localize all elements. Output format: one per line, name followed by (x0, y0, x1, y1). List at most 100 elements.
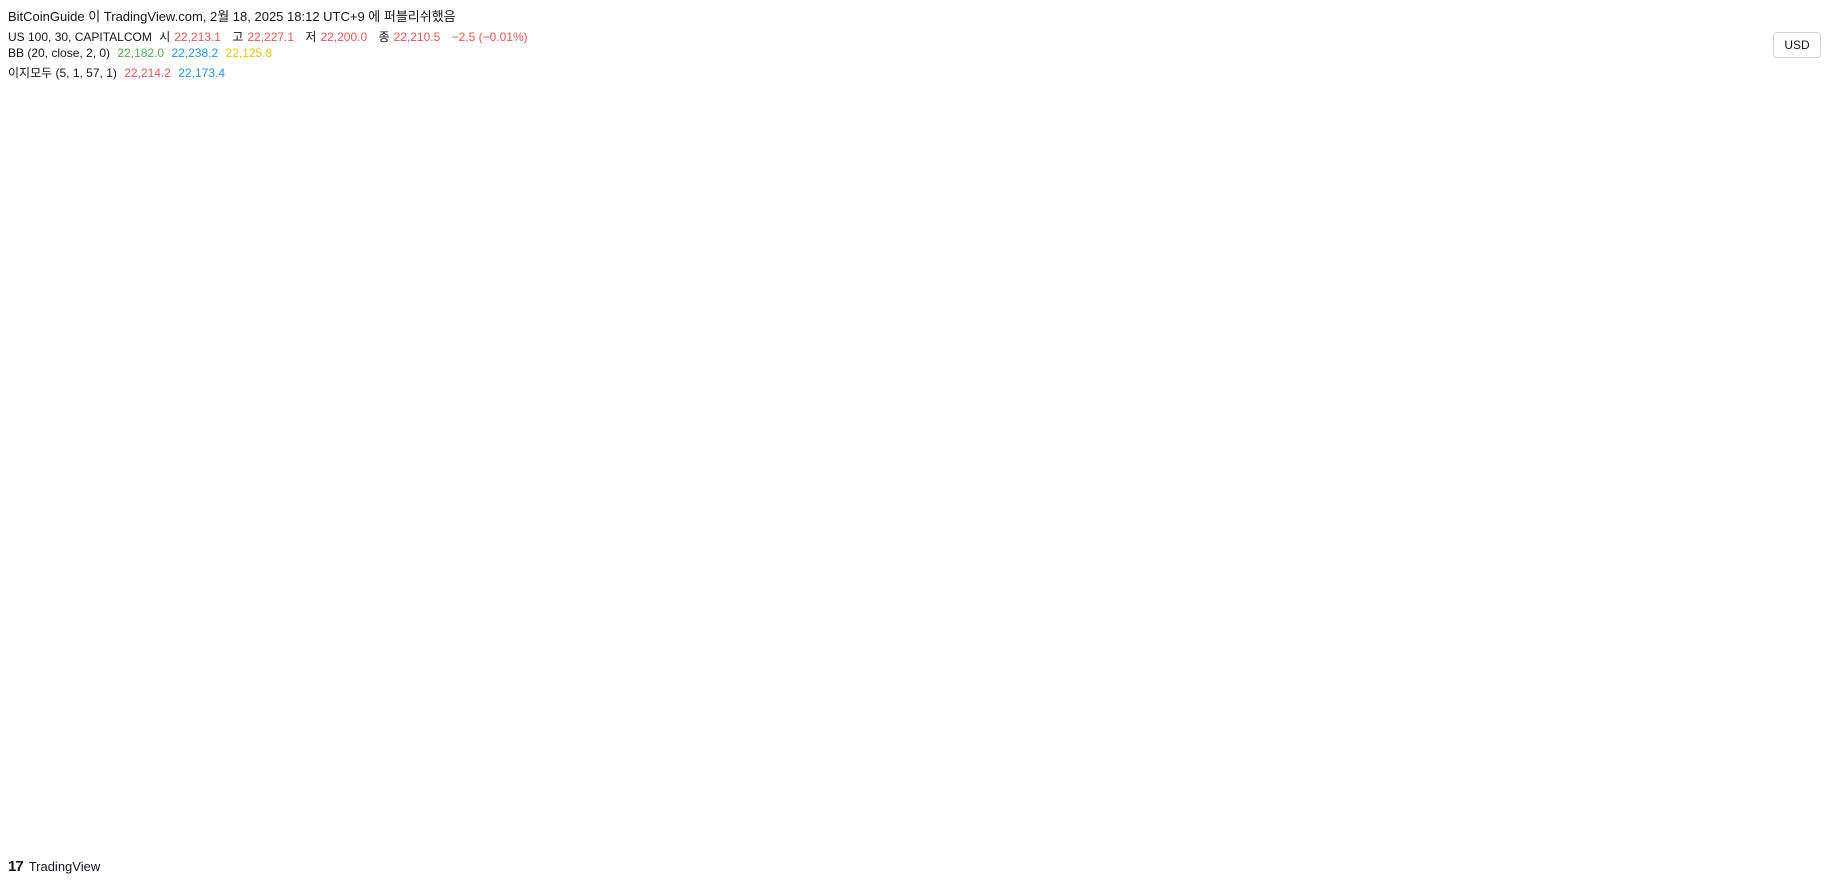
price-tag-label: 22,362.4 (1770, 95, 1813, 107)
macd-histogram-bar (457, 795, 464, 800)
measure-up-box (868, 318, 1010, 344)
macd-histogram-bar (113, 796, 120, 800)
candle-body (364, 493, 374, 519)
change-value: −2.5 (−0.01%) (451, 30, 528, 44)
footer-brand-label: TradingView (28, 859, 101, 874)
macd-histogram-bar (500, 796, 507, 800)
candle-body (574, 493, 584, 507)
macd-histogram-bar (1067, 800, 1074, 806)
macd-histogram-bar (956, 800, 962, 809)
candle-body (429, 460, 439, 502)
time-tick: 12:00 (1103, 827, 1133, 841)
trend-line-blue-upper (7, 24, 1613, 637)
bb-legend[interactable]: BB (20, close, 2, 0) 22,182.0 22,238.2 2… (8, 46, 276, 60)
ichimoku-v1: 22,214.2 (124, 66, 171, 80)
macd-histogram-bar (302, 793, 309, 800)
symbol-legend[interactable]: US 100, 30, CAPITALCOM 시 22,213.1 고 22,227… (8, 28, 532, 45)
candle-body (469, 477, 479, 482)
time-tick: 21:00 (47, 827, 77, 841)
macd-histogram-bar (225, 793, 231, 800)
macd-histogram-bar (199, 794, 206, 800)
time-tick: 15 (141, 827, 155, 841)
candle-body (666, 528, 676, 585)
macd-histogram-bar (870, 800, 876, 809)
macd-histogram-bar (964, 800, 971, 809)
trend-line-pink (129, 556, 1131, 762)
trend-line-pink (129, 360, 1606, 664)
macd-histogram-bar (981, 800, 988, 809)
candle-body (535, 539, 544, 550)
currency-selector[interactable]: USD (1773, 32, 1821, 58)
bb-basis: 22,182.0 (117, 46, 165, 60)
candle-body (903, 526, 913, 540)
macd-histogram-bar (655, 800, 661, 804)
macd-histogram-bar (835, 800, 842, 809)
macd-histogram-bar (285, 793, 292, 800)
macd-histogram-bar (362, 793, 369, 800)
candle-body (627, 501, 637, 515)
macd-histogram-bar (930, 800, 937, 809)
price-tick: 22,240.0 (1767, 348, 1810, 360)
candle-body (850, 564, 860, 577)
price-tag-label: 22,125.1 (1770, 586, 1813, 598)
time-tick: 18:00 (1273, 827, 1303, 841)
crosshair-time-box (925, 820, 1057, 844)
price-tick: 22,320.0 (1767, 182, 1810, 194)
macd-histogram-bar (1257, 792, 1263, 800)
macd-histogram-bar (1050, 800, 1057, 807)
candle-body (916, 493, 926, 540)
candle-body (219, 646, 229, 664)
macd-histogram-bar (147, 795, 154, 800)
price-tag-label: 22,210.5 (1770, 409, 1813, 421)
macd-histogram-bar (1076, 800, 1083, 805)
macd-histogram-bar (1033, 800, 1040, 808)
macd-histogram-bar (534, 798, 541, 800)
candle-body (745, 530, 755, 548)
macd-histogram-bar (990, 800, 997, 809)
candle-body (416, 485, 426, 502)
high-label: 고 (232, 30, 244, 44)
macd-histogram-bar (758, 800, 765, 807)
measure-down-label: −51.2 (−0.23%) −512 (564, 610, 687, 625)
time-tick: 18 (798, 827, 812, 841)
candle-body (324, 584, 334, 606)
candle-body (824, 506, 834, 509)
ichimoku-label: 이지모두 (5, 1, 57, 1) (8, 66, 117, 80)
open-value: 22,213.1 (174, 30, 221, 44)
macd-histogram-bar (1196, 796, 1203, 800)
macd-histogram-bar (1274, 791, 1281, 800)
candle-body (403, 481, 413, 486)
open-label: 시 (159, 30, 171, 44)
ichimoku-legend[interactable]: 이지모두 (5, 1, 57, 1) 22,214.2 22,173.4 (8, 64, 229, 81)
price-tag-label: 22,093.4 (1770, 651, 1813, 663)
macd-histogram-bar (801, 800, 808, 808)
macd-histogram-bar (698, 800, 704, 805)
price-tick: 22,114.0 (1768, 609, 1810, 621)
publish-title: BitCoinGuide 이 TradingView.com, 2월 18, 2… (8, 9, 456, 24)
label-1-text: 1 (717, 453, 726, 470)
signal-line (9, 774, 1292, 803)
candle-body (784, 522, 794, 544)
macd-histogram-bar (1153, 799, 1160, 801)
price-tick: 22,083.0 (1767, 673, 1810, 685)
candle-body (1047, 365, 1057, 395)
good-label: Good (1298, 49, 1342, 69)
footer-brand[interactable]: 17 TradingView (8, 858, 100, 875)
macd-histogram-bar (612, 800, 618, 802)
macd-histogram-bar (526, 797, 532, 800)
label-2-box (903, 599, 939, 647)
candle-body (272, 611, 281, 618)
candle-body (232, 653, 242, 664)
indicators-layer (143, 354, 1093, 772)
candle-body (837, 539, 847, 577)
lightning-icon (1280, 736, 1300, 756)
bb-upper-line (143, 354, 1093, 743)
macd-histogram-bar (268, 793, 274, 800)
macd-histogram-bar (689, 800, 696, 805)
macd-label: MACD (12, 26, close, 9, EMA, EMA) (14, 769, 207, 783)
macd-histogram-bar (1214, 795, 1220, 800)
macd-histogram-bar (594, 800, 601, 801)
candle-body (890, 526, 900, 540)
macd-histogram-bar (1093, 800, 1100, 804)
